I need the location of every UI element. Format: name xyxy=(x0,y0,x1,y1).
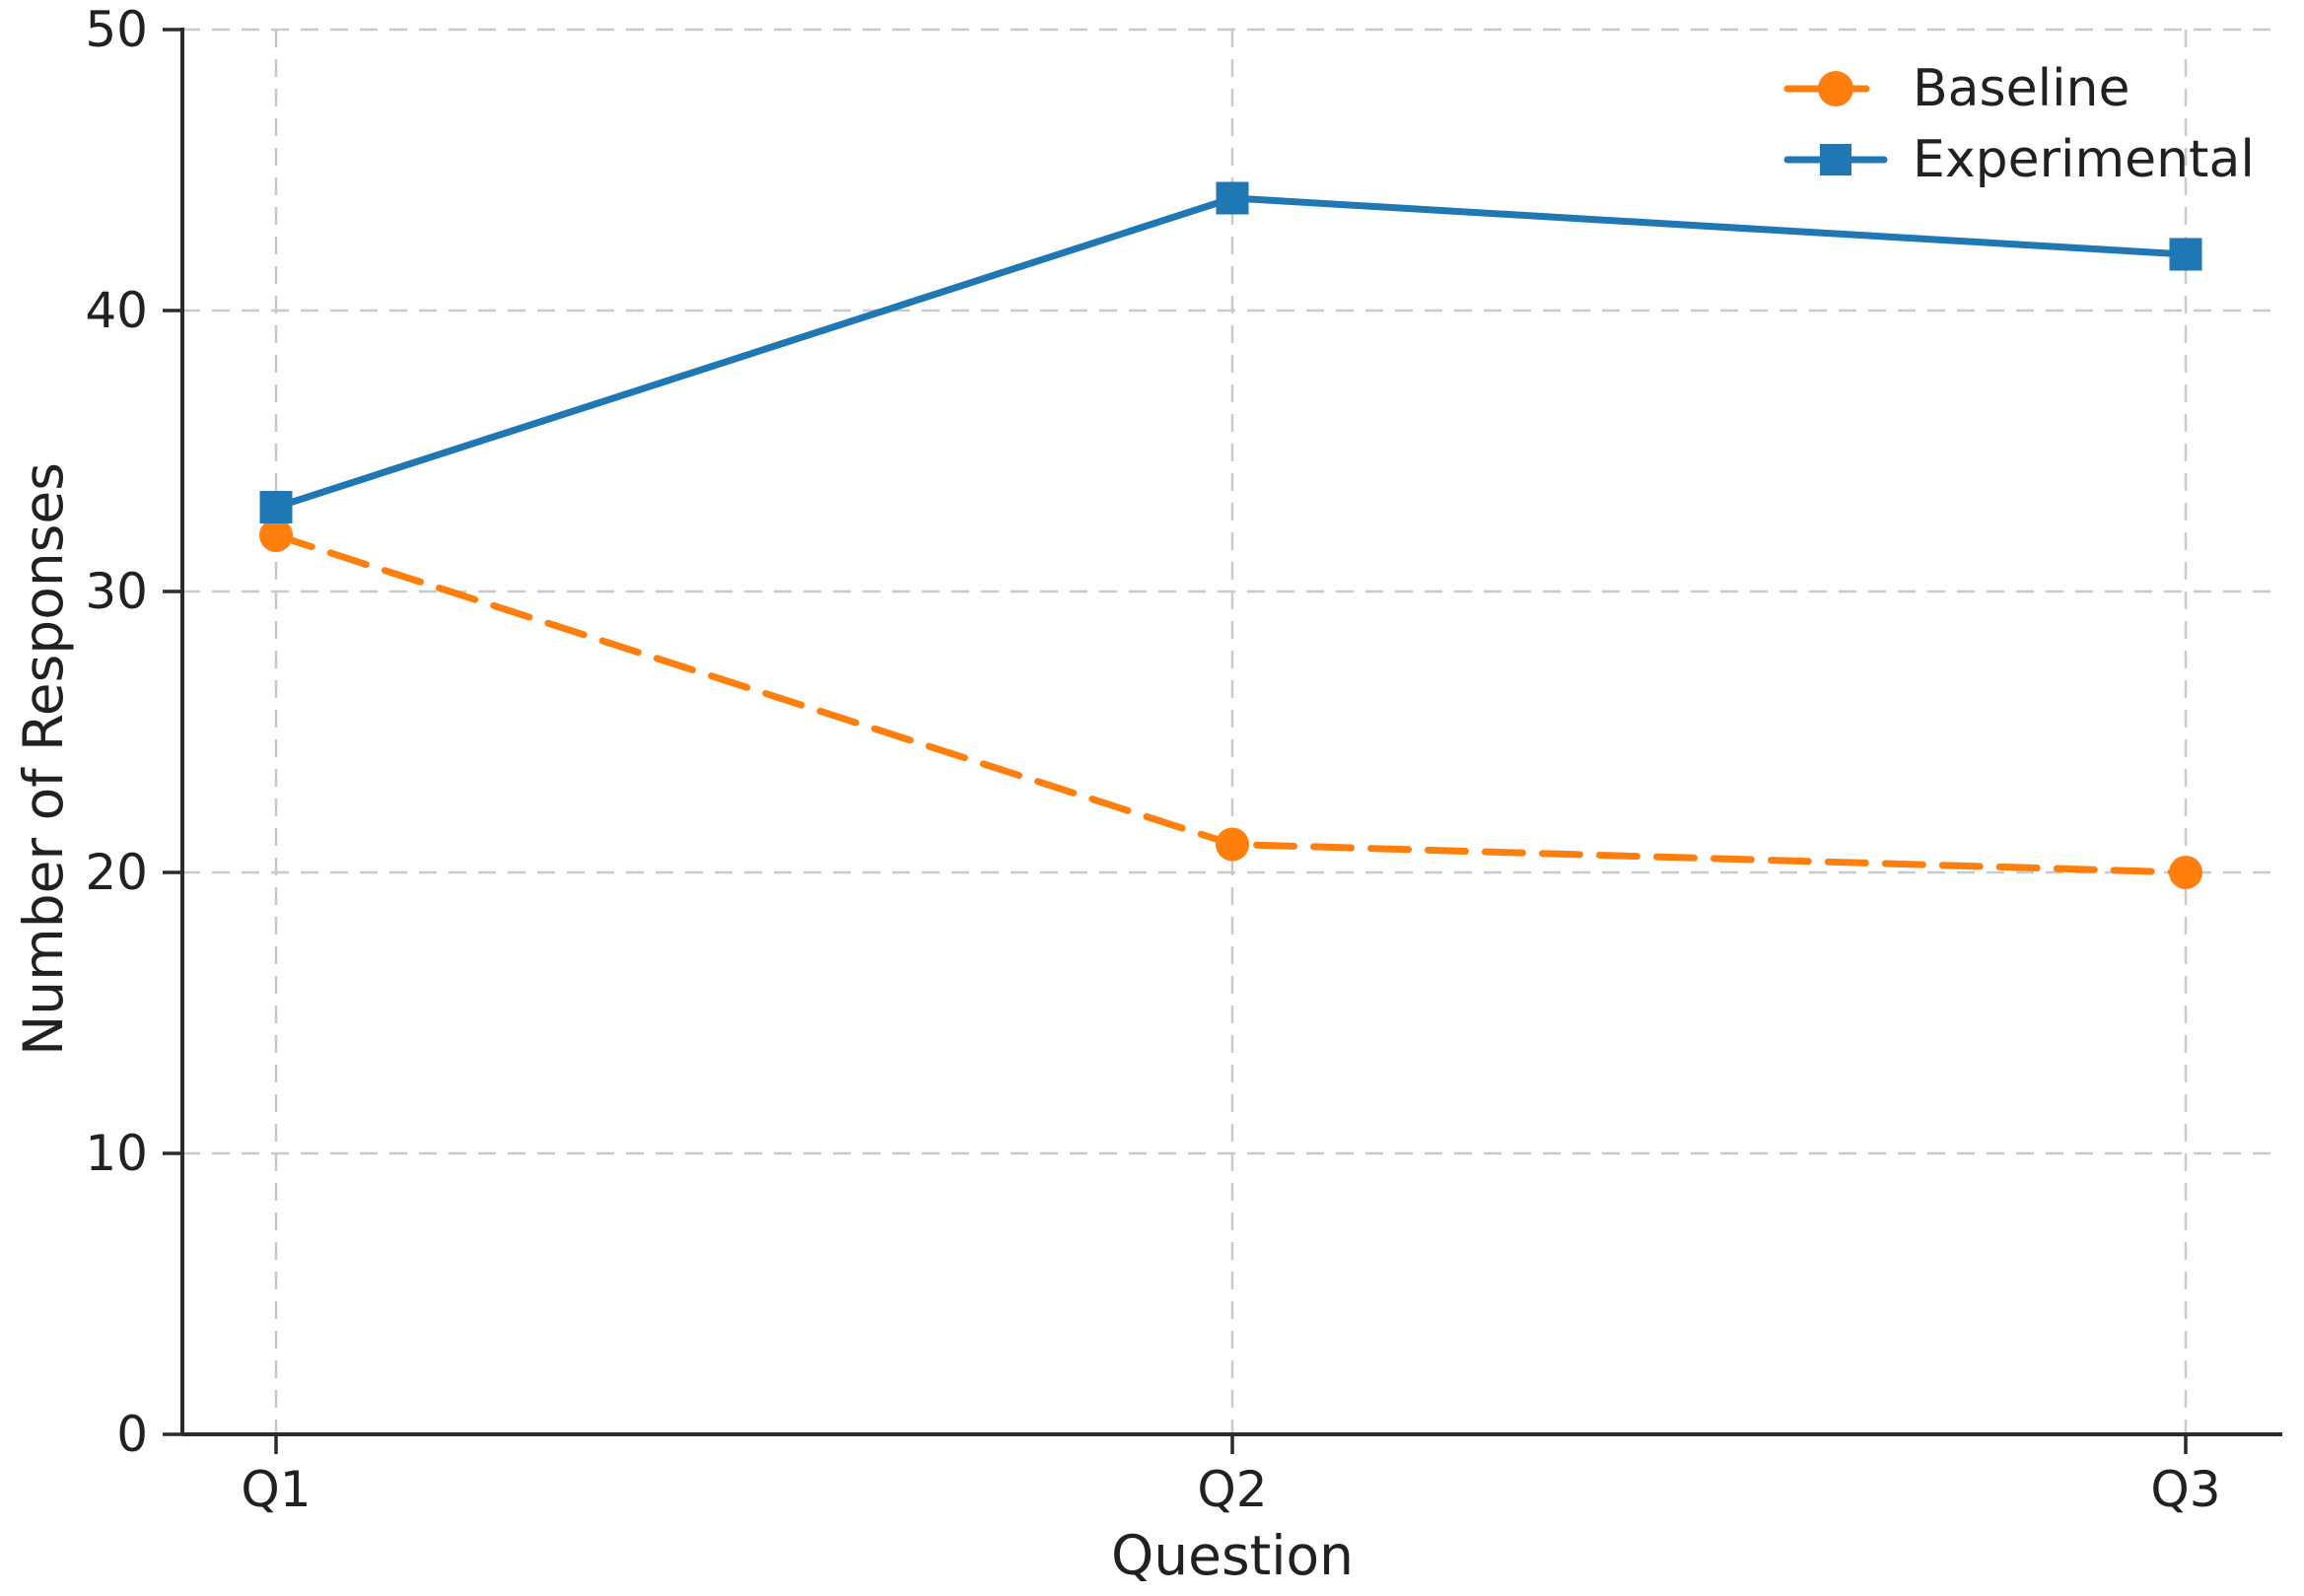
marker-baseline-Q2 xyxy=(1216,827,1249,862)
y-axis-label: Number of Responses xyxy=(12,462,75,1056)
y-tick-label-40: 40 xyxy=(85,282,148,339)
marker-baseline-Q1 xyxy=(259,519,293,552)
legend-item-experimental: Experimental xyxy=(1783,130,2255,189)
y-tick-label-30: 30 xyxy=(85,563,148,620)
series-line-baseline xyxy=(272,531,2190,876)
x-tick-label-Q3: Q3 xyxy=(2150,1461,2220,1518)
legend-item-baseline: Baseline xyxy=(1783,59,2129,118)
y-tick-label-10: 10 xyxy=(85,1125,148,1182)
legend-label-baseline: Baseline xyxy=(1913,59,2129,118)
x-axis-label: Question xyxy=(1111,1524,1354,1587)
x-tick-label-Q1: Q1 xyxy=(241,1461,311,1518)
legend: Baseline Experimental xyxy=(1783,59,2255,189)
x-tick-label-Q2: Q2 xyxy=(1197,1461,1267,1518)
gridlines xyxy=(182,28,2282,1434)
marker-experimental-Q1 xyxy=(259,491,293,523)
series-line-experimental xyxy=(272,194,2190,511)
legend-circle-marker-icon xyxy=(1818,71,1853,106)
y-tick-label-50: 50 xyxy=(85,1,148,58)
y-tick-label-20: 20 xyxy=(85,844,148,901)
y-tick-label-0: 0 xyxy=(116,1406,148,1463)
marker-experimental-Q2 xyxy=(1216,181,1249,215)
marker-experimental-Q3 xyxy=(2169,238,2202,271)
legend-square-marker-icon xyxy=(1820,144,1851,175)
axes xyxy=(163,28,2282,1454)
legend-label-experimental: Experimental xyxy=(1913,130,2255,189)
marker-baseline-Q3 xyxy=(2169,856,2202,889)
data-series xyxy=(259,181,2202,889)
tick-labels: 0 10 20 30 40 50 Q1 Q2 Q3 xyxy=(85,1,2220,1518)
